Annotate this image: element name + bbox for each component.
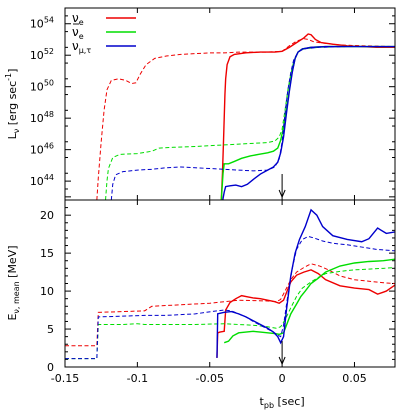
- series-group: [65, 208, 395, 360]
- series-line-dashed: [65, 267, 395, 360]
- series-line-dashed: [96, 38, 395, 200]
- series-line-solid: [220, 33, 395, 200]
- x-tick-label: 0.05: [342, 372, 367, 385]
- series-line-solid: [216, 208, 395, 358]
- series-line-dashed: [65, 235, 395, 360]
- bounce-arrow-head: [278, 189, 286, 199]
- axis-labels: tpb [sec] Lν [erg sec-1] Eν, mean [MeV]: [4, 69, 305, 410]
- series-group: [96, 33, 395, 200]
- x-axis-label: tpb [sec]: [260, 395, 305, 410]
- y-tick-label: 15: [40, 247, 54, 260]
- y-tick-label: 10: [40, 285, 54, 298]
- series-line-dashed: [105, 46, 395, 200]
- bottom-panel: 0 5 10 15 20 -0.15 -0.1 -0.05 0 0.05: [40, 199, 396, 385]
- x-tick-label: 0: [279, 372, 286, 385]
- legend-label: νe: [72, 25, 84, 41]
- y-tick-label: 1050: [30, 79, 54, 94]
- top-y-axis-label: Lν [erg sec-1]: [4, 69, 21, 140]
- bounce-arrow-head: [278, 356, 286, 366]
- y-tick-label: 1052: [30, 47, 54, 62]
- series-line-solid: [222, 45, 395, 200]
- series-line-dashed: [110, 46, 395, 200]
- x-tick-label: -0.1: [127, 372, 148, 385]
- y-tick-label: 0: [47, 361, 54, 374]
- series-line-solid: [223, 258, 395, 344]
- plot-frame: [64, 199, 396, 368]
- x-tick-label: -0.15: [51, 372, 79, 385]
- series-line-solid: [216, 269, 395, 358]
- plot-frame: [64, 7, 396, 201]
- y-tick-label: 1054: [30, 16, 54, 31]
- x-tick-label: -0.05: [196, 372, 224, 385]
- series-line-dashed: [65, 263, 395, 347]
- y-tick-label: 20: [40, 209, 54, 222]
- y-tick-label: 1044: [30, 173, 54, 188]
- bottom-y-axis-label: Eν, mean [MeV]: [6, 245, 21, 320]
- legend-label: νμ,τ: [72, 39, 91, 55]
- legend-label: νe: [72, 11, 84, 27]
- series-line-solid: [220, 45, 395, 200]
- y-tick-label: 1048: [30, 110, 54, 125]
- y-tick-label: 1046: [30, 142, 54, 157]
- y-tick-label: 5: [47, 323, 54, 336]
